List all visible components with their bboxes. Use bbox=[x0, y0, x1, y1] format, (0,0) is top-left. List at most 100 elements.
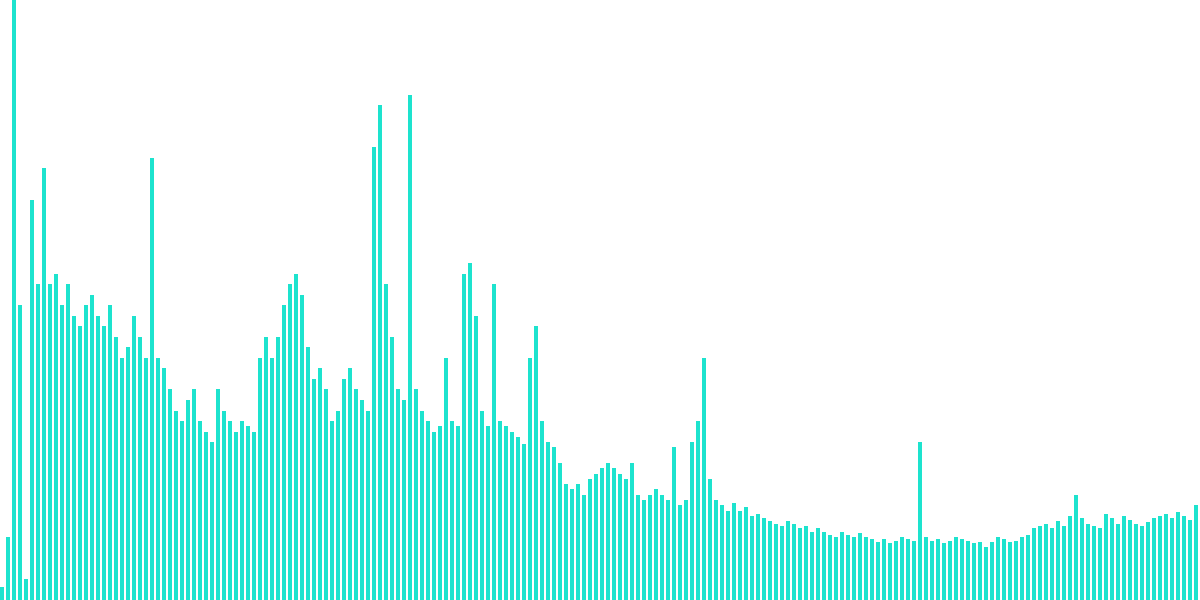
bar bbox=[906, 539, 910, 600]
bar bbox=[276, 337, 280, 600]
bar bbox=[912, 541, 916, 600]
bar bbox=[618, 474, 622, 600]
bar bbox=[270, 358, 274, 600]
bar bbox=[744, 507, 748, 600]
bar bbox=[654, 489, 658, 600]
bar bbox=[372, 147, 376, 600]
bar bbox=[606, 463, 610, 600]
bar bbox=[324, 389, 328, 600]
bar bbox=[534, 326, 538, 600]
bar bbox=[780, 526, 784, 600]
bar bbox=[996, 537, 1000, 600]
bar bbox=[1098, 528, 1102, 600]
bar bbox=[48, 284, 52, 600]
bar bbox=[1092, 526, 1096, 600]
bar bbox=[414, 389, 418, 600]
bar bbox=[1122, 516, 1126, 600]
bar bbox=[552, 447, 556, 600]
bar bbox=[954, 537, 958, 600]
bar bbox=[846, 535, 850, 600]
bar bbox=[1020, 537, 1024, 600]
bar bbox=[198, 421, 202, 600]
bar bbox=[72, 316, 76, 600]
bar bbox=[1062, 526, 1066, 600]
bar bbox=[810, 532, 814, 600]
bar bbox=[690, 442, 694, 600]
bar bbox=[558, 463, 562, 600]
bar bbox=[1140, 526, 1144, 600]
bar bbox=[114, 337, 118, 600]
bar bbox=[102, 326, 106, 600]
bar bbox=[516, 437, 520, 600]
bar bbox=[1086, 524, 1090, 600]
bar bbox=[726, 511, 730, 600]
bar bbox=[1158, 516, 1162, 600]
bar bbox=[834, 537, 838, 600]
bar bbox=[684, 500, 688, 600]
bar bbox=[1032, 528, 1036, 600]
bar bbox=[990, 542, 994, 600]
bar bbox=[60, 305, 64, 600]
bar bbox=[126, 347, 130, 600]
bar bbox=[1152, 518, 1156, 600]
bar bbox=[750, 516, 754, 600]
bar bbox=[348, 368, 352, 600]
bar bbox=[282, 305, 286, 600]
bar bbox=[54, 274, 58, 600]
bar bbox=[168, 389, 172, 600]
bar bbox=[456, 426, 460, 600]
bar bbox=[786, 521, 790, 600]
bar bbox=[918, 442, 922, 600]
bar bbox=[258, 358, 262, 600]
bar bbox=[708, 479, 712, 600]
bar bbox=[420, 411, 424, 600]
bar bbox=[18, 305, 22, 600]
bar bbox=[936, 539, 940, 600]
bar bbox=[138, 337, 142, 600]
bar bbox=[678, 505, 682, 600]
bar bbox=[546, 442, 550, 600]
bar bbox=[444, 358, 448, 600]
bar bbox=[222, 411, 226, 600]
bar bbox=[762, 518, 766, 600]
bar bbox=[774, 524, 778, 600]
bar bbox=[312, 379, 316, 600]
bar bbox=[876, 542, 880, 600]
bar bbox=[210, 442, 214, 600]
bar bbox=[1110, 518, 1114, 600]
bar bbox=[162, 368, 166, 600]
bar bbox=[1026, 535, 1030, 600]
bar bbox=[600, 468, 604, 600]
bar bbox=[588, 479, 592, 600]
bar bbox=[1104, 514, 1108, 600]
bar bbox=[960, 539, 964, 600]
bar bbox=[402, 400, 406, 600]
bar bbox=[336, 411, 340, 600]
bar bbox=[594, 474, 598, 600]
bar bbox=[828, 535, 832, 600]
bar bbox=[90, 295, 94, 600]
bar bbox=[174, 411, 178, 600]
bar bbox=[246, 426, 250, 600]
bar bbox=[732, 503, 736, 600]
bar bbox=[408, 95, 412, 600]
bar bbox=[384, 284, 388, 600]
bar bbox=[396, 389, 400, 600]
bar bbox=[306, 347, 310, 600]
bar bbox=[66, 284, 70, 600]
bar bbox=[366, 411, 370, 600]
bar bbox=[186, 400, 190, 600]
bar bbox=[24, 579, 28, 600]
bar bbox=[714, 500, 718, 600]
bar bbox=[216, 389, 220, 600]
bar bbox=[666, 500, 670, 600]
bar bbox=[342, 379, 346, 600]
bar bbox=[300, 295, 304, 600]
bar bbox=[294, 274, 298, 600]
bar bbox=[900, 537, 904, 600]
bar bbox=[1002, 539, 1006, 600]
bar bbox=[474, 316, 478, 600]
bar bbox=[1056, 521, 1060, 600]
bar bbox=[492, 284, 496, 600]
bar bbox=[816, 528, 820, 600]
